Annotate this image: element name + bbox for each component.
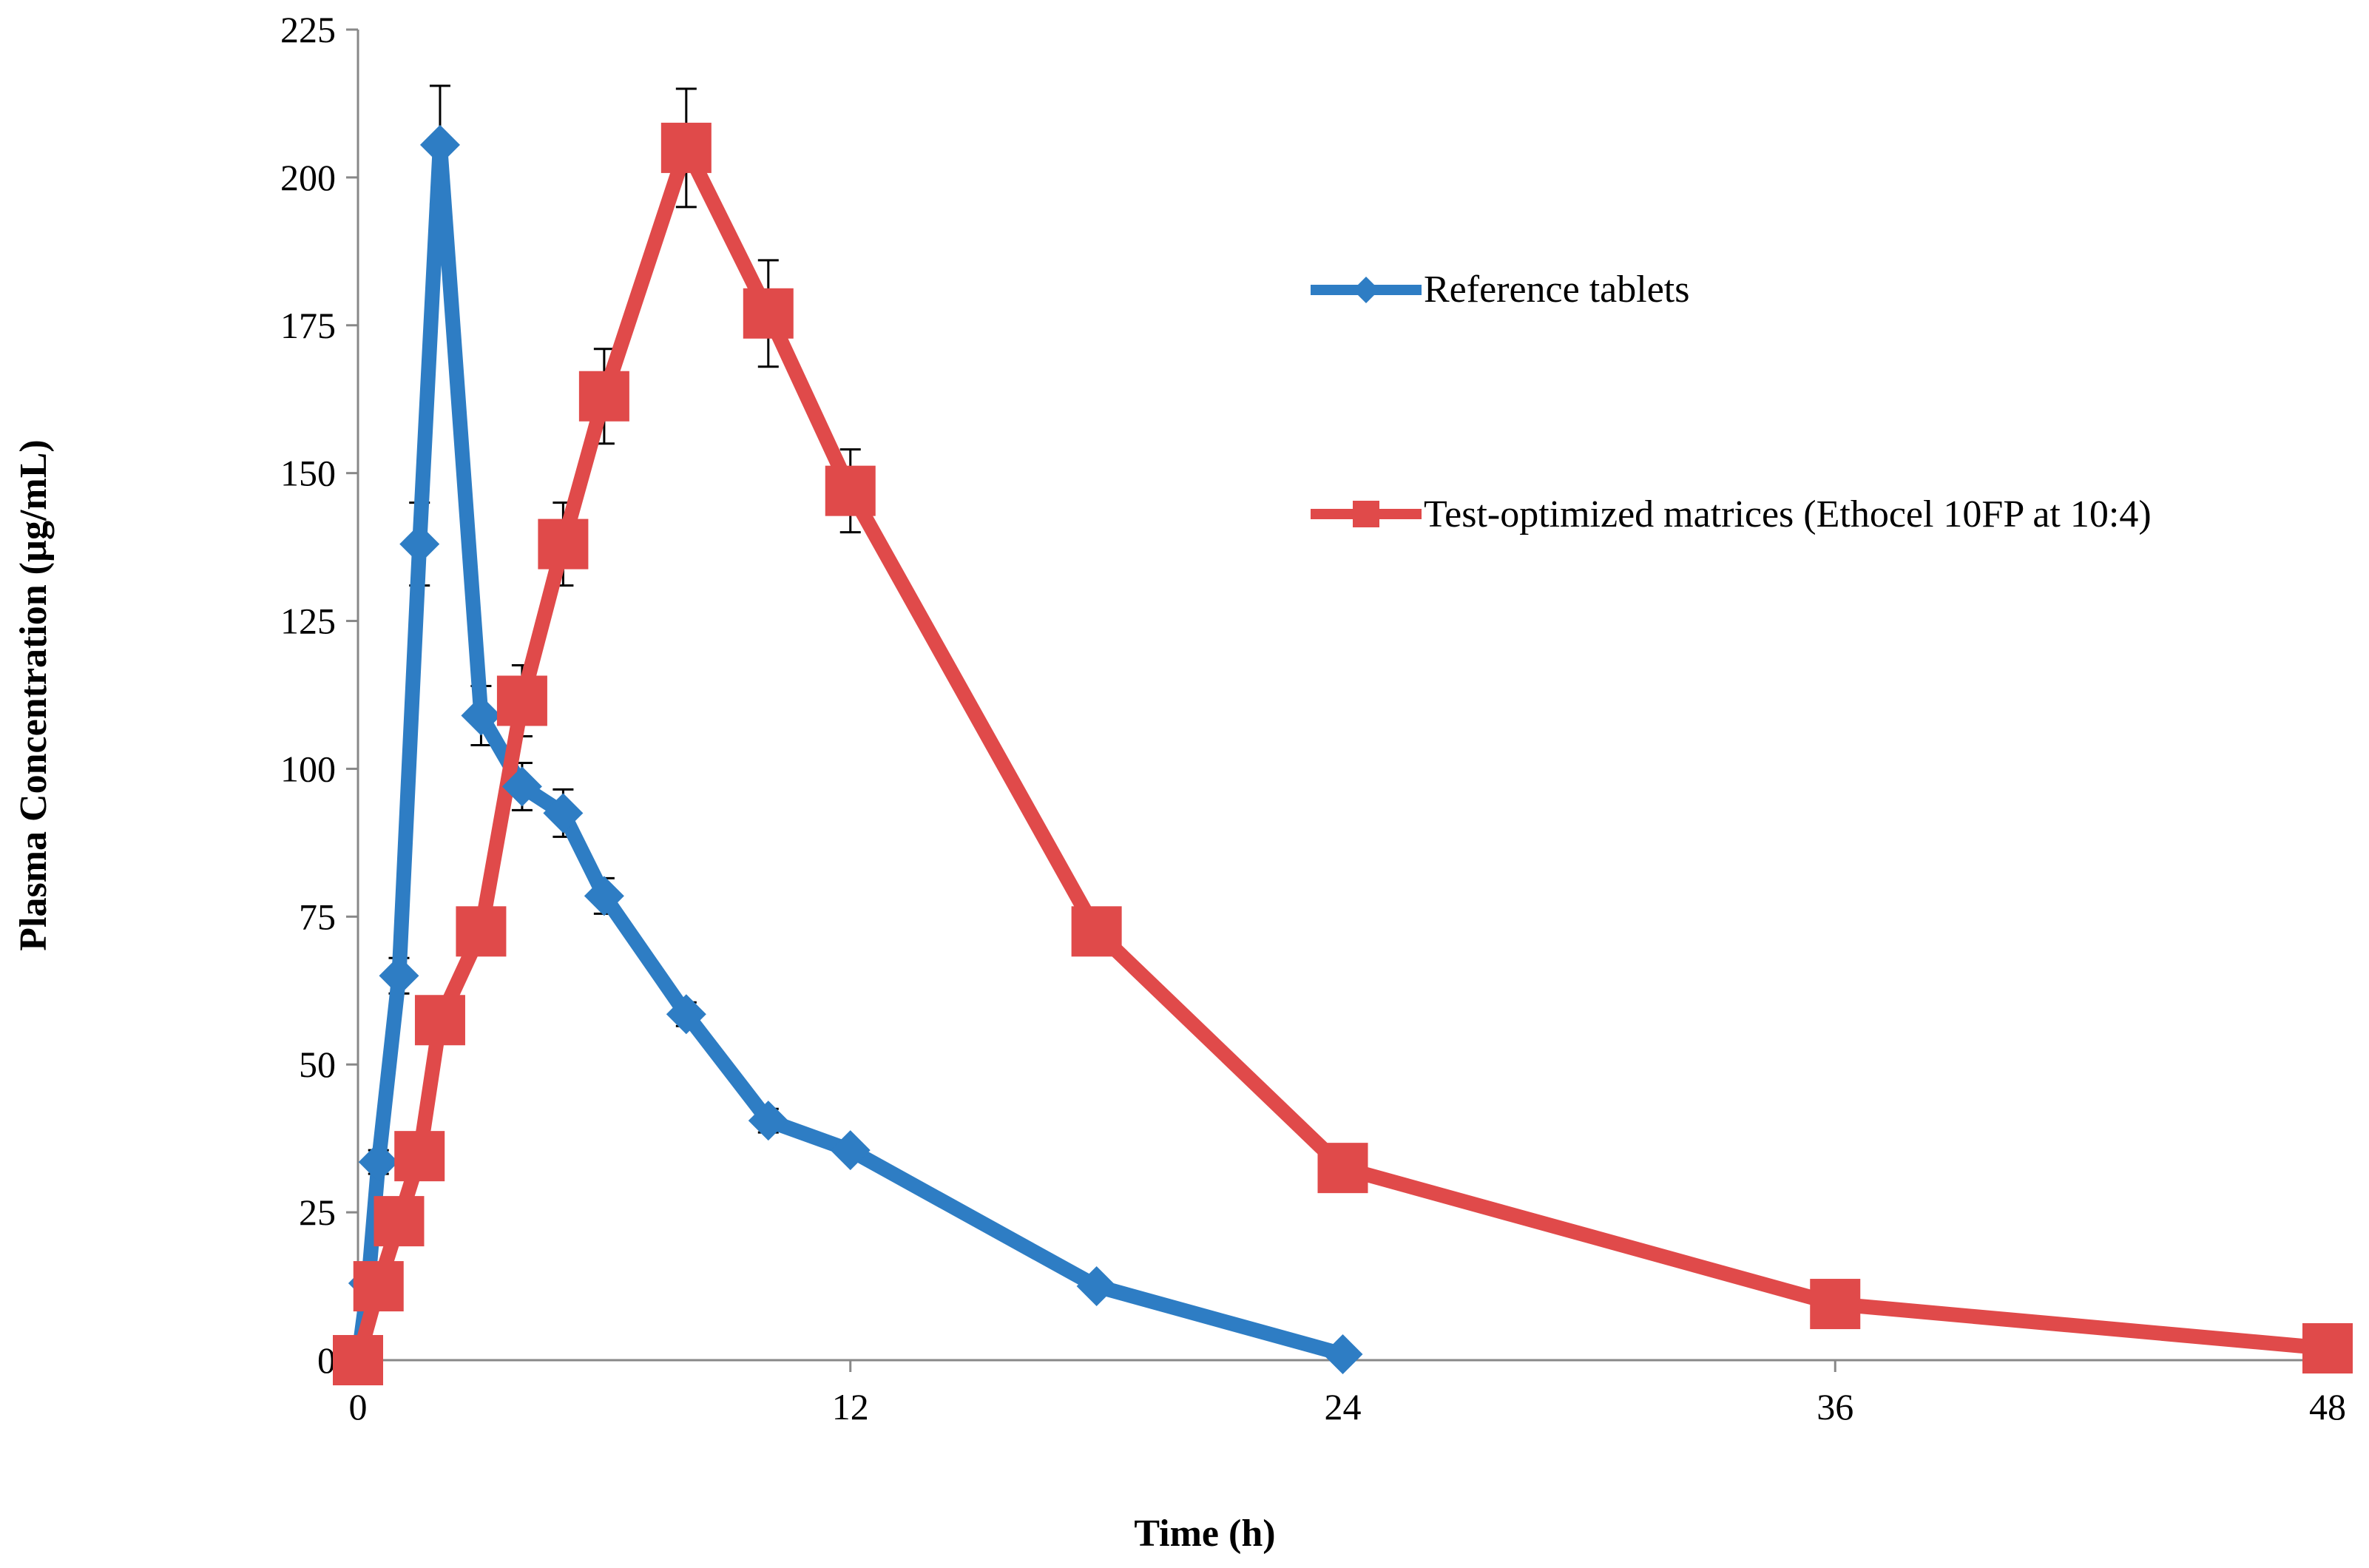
y-tick-label: 200 [280,157,336,198]
data-point-reference [748,1101,788,1141]
x-tick-label: 0 [349,1386,368,1427]
y-tick-label: 25 [299,1192,336,1233]
data-point-reference [419,124,460,165]
marker-group [333,122,2353,1385]
data-point-test [578,371,629,422]
data-point-reference [358,1142,399,1183]
data-point-test [456,906,507,957]
data-point-reference [830,1130,871,1171]
data-point-test [333,1335,383,1385]
data-point-test [1810,1279,1861,1330]
legend: Reference tablets Test-optimized matrice… [1311,268,2152,535]
y-tick-label: 100 [280,748,336,789]
y-tick-label: 75 [299,896,336,937]
data-point-test [374,1196,425,1247]
data-point-reference [1076,1266,1117,1307]
data-point-reference [666,994,706,1035]
data-point-reference [1322,1334,1363,1375]
data-point-reference [461,695,501,736]
series-line-test [351,140,2335,1368]
data-point-reference [399,524,440,564]
data-point-test [743,288,794,339]
data-point-test [496,675,547,726]
data-point-reference [379,956,419,996]
legend-entry-test: Test-optimized matrices (Ethocel 10FP at… [1311,493,2152,535]
legend-label-reference: Reference tablets [1424,268,1689,311]
y-tick-label: 125 [280,601,336,642]
tick-group: 0 25 50 75 100 125 150 175 200 225 0 12 24 36 48 [280,9,2346,1427]
y-axis-title: Plasma Concentration (µg/mL) [13,439,55,950]
data-point-test [414,995,465,1046]
x-tick-label: 24 [1325,1386,1362,1427]
x-tick-label: 48 [2309,1386,2346,1427]
legend-marker-reference [1353,277,1379,303]
data-point-test [353,1261,404,1312]
y-tick-label: 225 [280,9,336,50]
data-point-test [825,465,876,516]
data-point-test [1317,1143,1368,1194]
data-point-test [2302,1323,2353,1374]
x-axis-title: Time (h) [1134,1513,1275,1555]
x-tick-label: 36 [1817,1386,1853,1427]
x-tick-label: 12 [832,1386,869,1427]
data-point-reference [501,766,542,807]
y-tick-label: 0 [317,1339,336,1381]
y-tick-label: 175 [280,305,336,346]
data-point-test [394,1131,445,1182]
legend-entry-reference: Reference tablets [1311,268,1689,311]
data-point-reference [543,793,584,834]
data-point-reference [584,876,624,916]
legend-marker-test [1353,501,1379,527]
data-point-test [538,518,589,570]
data-point-test [1071,906,1122,957]
data-point-test [660,122,712,173]
y-tick-label: 50 [299,1044,336,1085]
legend-label-test: Test-optimized matrices (Ethocel 10FP at… [1424,493,2152,535]
y-tick-label: 150 [280,453,336,494]
